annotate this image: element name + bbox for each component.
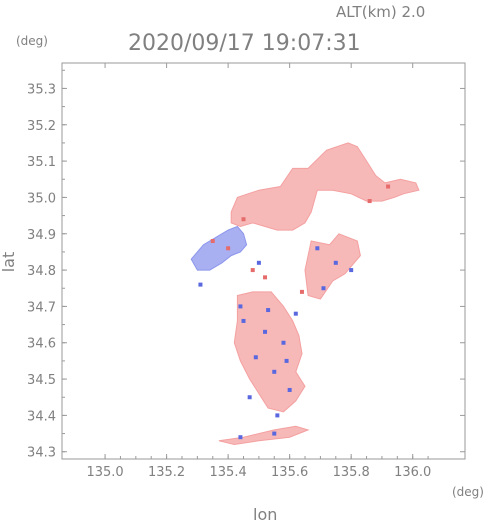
y-tick-label: 34.4 [27,409,56,424]
echo-speckle-negative [275,413,280,418]
echo-speckle-negative [266,308,271,313]
echo-region-south-strip-pink [218,425,310,446]
echo-speckle-negative [241,318,246,323]
echo-region-east-islands-pink [304,233,361,300]
echo-speckle-positive [367,199,372,204]
echo-speckle-negative [293,311,298,316]
echo-speckle-negative [272,431,277,436]
chart-timestamp-title: 2020/09/17 19:07:31 [128,31,361,56]
y-tick-label: 35.1 [27,155,56,170]
x-unit-label: (deg) [452,485,484,499]
echo-speckle-negative [253,355,258,360]
echo-speckle-positive [299,289,304,294]
y-tick-label: 35.3 [27,82,56,97]
echo-speckle-negative [349,268,354,273]
echo-speckle-positive [226,246,231,251]
echo-speckle-negative [284,358,289,363]
y-tick-label: 34.3 [27,446,56,461]
x-tick-label: 135.8 [333,465,370,480]
echo-speckle-positive [241,217,246,222]
plot-frame [61,62,466,460]
y-unit-label: (deg) [16,34,48,48]
y-tick-label: 35.2 [27,119,56,134]
echo-region-central-pink [233,291,306,413]
echo-speckle-negative [247,395,252,400]
x-tick-label: 136.0 [394,465,431,480]
y-tick-label: 34.6 [27,337,56,352]
x-axis-title: lon [253,505,277,521]
echo-speckle-negative [321,286,326,291]
echo-speckle-positive [210,239,215,244]
echo-speckle-negative [238,435,243,440]
echo-speckle-negative [272,369,277,374]
altitude-label: ALT(km) 2.0 [336,3,425,21]
y-axis-ticks: 34.3 34.4 34.5 34.6 34.7 34.8 34.9 35.0 35.1 35.2… [27,69,465,461]
echo-speckle-positive [386,184,391,189]
echo-speckle-negative [256,260,261,265]
echo-region-west-blue [190,225,248,271]
echo-speckle-negative [198,282,203,287]
echo-speckle-negative [333,260,338,265]
y-tick-label: 34.8 [27,264,56,279]
echo-region-north-pink [230,142,420,231]
y-tick-label: 34.9 [27,228,56,243]
x-tick-label: 135.4 [210,465,247,480]
y-tick-label: 35.0 [27,191,56,206]
y-axis-title: lat [0,252,18,273]
echo-speckle-negative [315,246,320,251]
y-tick-label: 34.5 [27,373,56,388]
echo-speckle-negative [287,387,292,392]
echo-speckle-negative [281,340,286,345]
y-tick-label: 34.7 [27,300,56,315]
x-tick-label: 135.6 [271,465,308,480]
x-tick-label: 135.0 [86,465,123,480]
x-tick-label: 135.2 [148,465,185,480]
echo-speckle-positive [250,268,255,273]
x-axis-ticks: 135.0 135.2 135.4 135.6 135.8 136.0 [86,63,431,480]
echo-speckle-negative [238,304,243,309]
echo-speckle-negative [263,329,268,334]
echo-speckle-positive [263,275,268,280]
data-layer [190,142,420,446]
